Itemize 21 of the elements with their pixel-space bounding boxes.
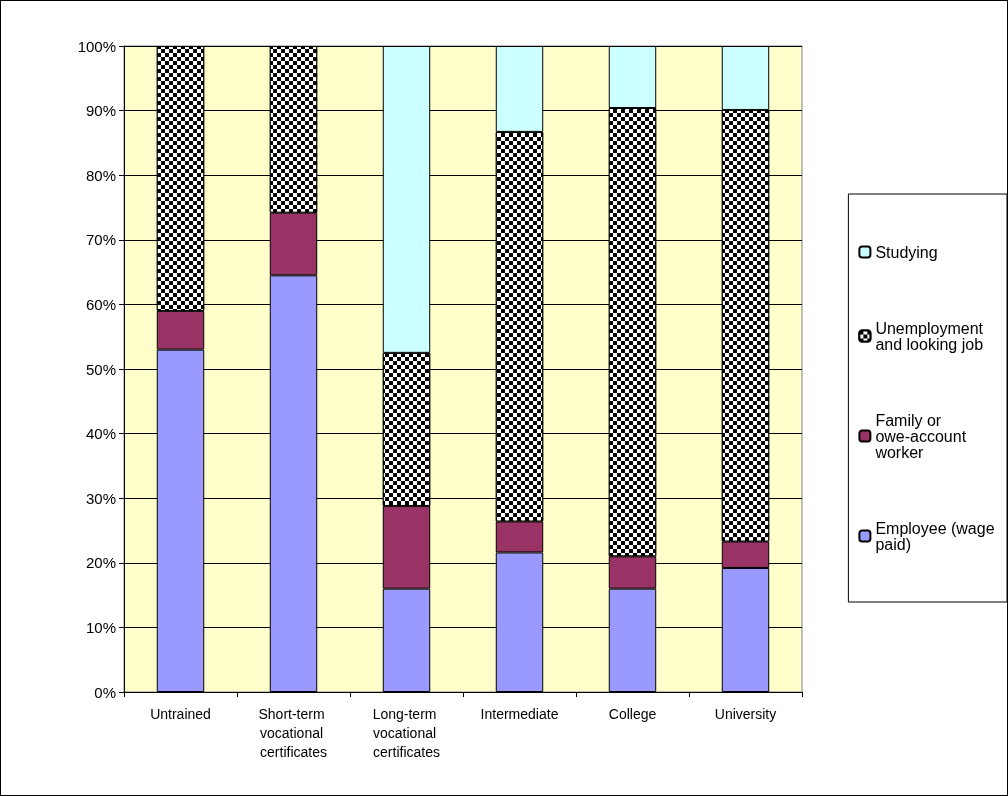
y-tick-label: 90%: [85, 102, 116, 120]
x-tick-label: Long-term vocational certificates: [372, 705, 441, 760]
y-tick-label: 30%: [85, 489, 116, 507]
legend-label: Employee (wage paid): [875, 519, 1000, 553]
x-tick-label: University: [714, 705, 777, 722]
y-tick-label: 70%: [85, 231, 116, 249]
y-tick-label: 0%: [94, 683, 116, 701]
x-tick-label: Intermediate: [480, 705, 559, 722]
legend-label: Unemployment and looking job: [875, 319, 988, 353]
y-tick-label: 20%: [85, 554, 116, 572]
y-tick-label: 50%: [85, 360, 116, 378]
x-tick-label: Untrained: [150, 705, 211, 722]
x-tick-label: Short-term vocational certificates: [258, 705, 329, 760]
y-tick-label: 60%: [85, 295, 116, 313]
y-tick-label: 40%: [85, 425, 116, 443]
y-tick-label: 10%: [85, 618, 116, 636]
legend-label: Studying: [875, 243, 938, 261]
y-tick-label: 100%: [77, 37, 116, 55]
y-tick-label: 80%: [85, 166, 116, 184]
x-tick-label: College: [608, 705, 657, 722]
legend-label: Family or owe-account worker: [874, 411, 971, 461]
